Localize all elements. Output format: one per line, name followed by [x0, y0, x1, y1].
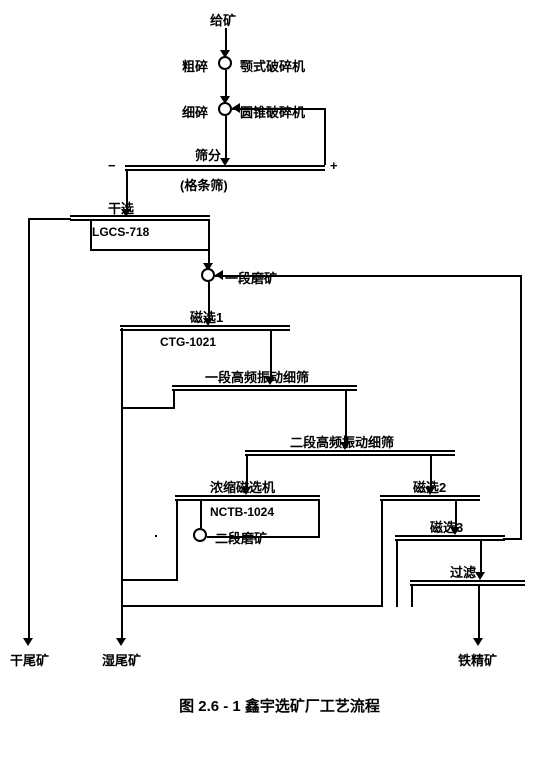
edge-wettail [121, 328, 123, 640]
lbl-ironconc: 铁精矿 [458, 650, 497, 669]
lbl-ctg: CTG-1021 [160, 335, 216, 349]
figure-caption: 图 2.6 - 1 鑫宇选矿厂工艺流程 [0, 695, 559, 716]
lbl-drytail: 干尾矿 [10, 650, 49, 669]
bar-mag2 [380, 495, 480, 501]
lbl-jaw: 颚式破碎机 [240, 56, 305, 75]
arrow [116, 638, 126, 646]
lbl-hf2: 二段高频振动细筛 [290, 432, 394, 451]
lbl-lgcs: LGCS-718 [92, 225, 149, 239]
lbl-feed: 给矿 [210, 10, 236, 29]
bar-mag3 [395, 535, 505, 541]
edge [121, 579, 178, 581]
node-grind2 [193, 528, 207, 542]
bar-conc [175, 495, 320, 501]
edge [318, 501, 320, 538]
lbl-nctb: NCTB-1024 [210, 505, 274, 519]
node-grind1 [201, 268, 215, 282]
lbl-coarse: 粗碎 [182, 56, 208, 75]
edge [121, 407, 175, 409]
lbl-conc: 浓缩磁选机 [210, 477, 275, 496]
edge [90, 221, 92, 251]
lbl-mag3: 磁选3 [430, 517, 463, 536]
bar-sieve [125, 165, 325, 171]
node-fine [218, 102, 232, 116]
flowchart-canvas: 给矿 粗碎 颚式破碎机 细碎 圆锥破碎机 筛分 (格条筛) − + 干选 LGC… [0, 0, 559, 769]
edge-drytail [28, 218, 30, 640]
arrow [232, 103, 240, 113]
bar-hf2 [245, 450, 455, 456]
bar-mag1 [120, 325, 290, 331]
edge [503, 538, 522, 540]
edge [324, 108, 326, 165]
lbl-hf1: 一段高频振动细筛 [205, 367, 309, 386]
edge [208, 221, 210, 265]
lbl-grid: (格条筛) [180, 175, 228, 194]
arrow [23, 638, 33, 646]
edge [411, 586, 413, 607]
lbl-cone: 圆锥破碎机 [240, 102, 305, 121]
edge [396, 541, 398, 607]
edge [28, 218, 71, 220]
arrow [215, 270, 223, 280]
lbl-minus: − [108, 158, 116, 173]
edge [176, 501, 178, 581]
lbl-filter: 过滤 [450, 562, 476, 581]
lbl-sieve: 筛分 [195, 145, 221, 164]
lbl-mag2: 磁选2 [413, 477, 446, 496]
lbl-plus: + [330, 158, 338, 173]
edge [215, 275, 522, 277]
lbl-wettail: 湿尾矿 [102, 650, 141, 669]
edge [225, 28, 227, 52]
edge [155, 535, 157, 537]
node-coarse [218, 56, 232, 70]
edge [225, 70, 227, 98]
arrow [473, 638, 483, 646]
edge [232, 108, 326, 110]
edge [478, 586, 480, 640]
lbl-grind1: 一段磨矿 [225, 268, 277, 287]
edge [207, 536, 320, 538]
lbl-mag1: 磁选1 [190, 307, 223, 326]
lbl-fine: 细碎 [182, 102, 208, 121]
edge [480, 541, 482, 574]
edge [121, 605, 383, 607]
edge [225, 116, 227, 160]
arrow [475, 572, 485, 580]
edge [90, 249, 208, 251]
edge [381, 501, 383, 607]
edge-recycle [520, 275, 522, 540]
bar-hf1 [172, 385, 357, 391]
bar-filter [410, 580, 525, 586]
edge [200, 501, 202, 528]
